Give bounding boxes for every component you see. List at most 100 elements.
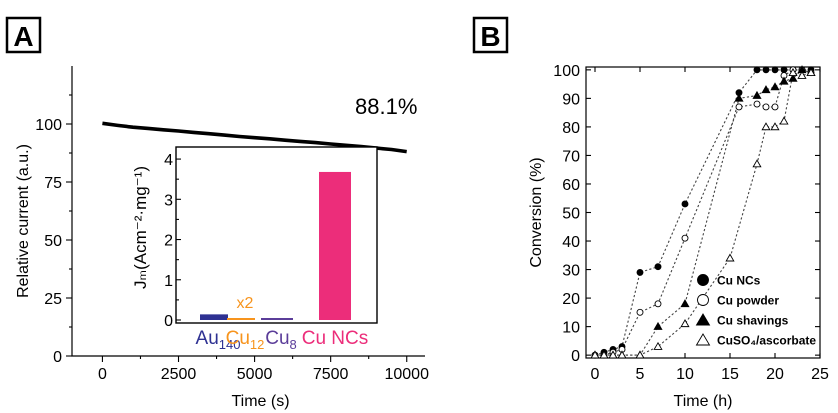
y-tick-label: 70 [562,148,580,165]
data-point [761,122,771,131]
inset-axes: 0 1 2 3 4 [164,152,181,330]
panel-b-series-lines [594,69,812,356]
x-tick-label: 10 [676,366,694,383]
legend-marker [695,313,711,326]
data-point [636,268,644,276]
data-point [779,116,789,125]
x-tick-label: 5000 [237,366,273,383]
series-line [595,69,812,356]
data-point [590,350,600,359]
inset-category-label: Cu12 [226,328,265,352]
data-point [762,103,770,111]
inset-y-tick-label: 1 [164,273,173,290]
data-point [681,234,689,242]
panel-a-chart: 0 25 50 75 100 0 2500 5000 7500 10000 Time (s) Rela… [15,66,429,410]
data-point [770,122,780,131]
inset-y-tick-label: 2 [164,233,173,250]
y-tick-label: 0 [571,348,580,365]
data-point [734,93,744,102]
data-point [599,350,609,359]
panel-a-final-value-label: 88.1% [355,94,417,119]
y-tick-label: 60 [562,177,580,194]
x-tick-label: 5 [636,366,645,383]
data-point [617,350,627,359]
y-axis-title: Conversion (%) [528,157,545,267]
inset-bar [319,171,351,320]
inset-category-label: Au140 [196,328,241,352]
y-tick-label: 50 [44,233,62,250]
data-point [654,300,662,308]
data-point [771,103,779,111]
panel-a-box [5,16,42,54]
data-point [735,103,743,111]
panel-b-box [472,16,509,54]
panel-a-label: A [5,16,42,54]
data-point [653,341,663,350]
inset-category-label: Cu NCs [302,328,369,349]
data-point [636,308,644,316]
data-point [753,66,761,74]
y-tick-label: 75 [44,175,62,192]
data-point [797,70,807,79]
data-point [788,73,798,82]
y-tick-label: 40 [562,234,580,251]
data-point [753,100,761,108]
y-tick-label: 30 [562,263,580,280]
relative-current-line [102,121,407,154]
data-point [770,82,780,91]
y-tick-label: 20 [562,291,580,308]
data-point [771,66,779,74]
data-point [725,253,735,262]
inset-y-tick-label: 0 [164,313,173,330]
data-point [752,90,762,99]
y-tick-label: 10 [562,320,580,337]
legend-label: CuSO₄/ascorbate [717,334,816,348]
data-point [806,67,816,77]
y-tick-label: 100 [553,63,580,80]
data-point [635,350,645,359]
x-tick-label: 0 [591,366,600,383]
y-axis-title: Relative current (a.u.) [15,144,32,298]
inset-bar [227,318,255,320]
y-tick-label: 25 [44,291,62,308]
x-tick-label: 25 [811,366,829,383]
legend-label: Cu powder [717,294,779,308]
legend-marker [695,333,711,346]
x-tick-label: 15 [721,366,739,383]
data-point [680,299,690,308]
inset-scale-annotation: x2 [237,295,254,312]
y-tick-label: 50 [562,206,580,223]
legend-label: Cu NCs [717,274,761,288]
inset-category-label: Cu8 [265,328,297,352]
inset-y-tick-label: 4 [164,152,173,169]
data-point [680,319,690,328]
y-tick-label: 90 [562,91,580,108]
data-point [681,200,689,208]
data-point [761,85,771,94]
inset-bars [200,171,351,320]
series-line [594,69,811,356]
panel-a-letter: A [13,21,33,52]
x-tick-label: 10000 [384,366,429,383]
x-axis-title: Time (h) [674,393,733,410]
legend-marker [697,294,709,306]
panel-b-label: B [472,16,509,54]
data-point [752,159,762,168]
data-point [608,350,618,359]
x-tick-label: 0 [98,366,107,383]
data-point [653,321,663,330]
y-tick-label: 100 [35,117,62,134]
panel-a-axes: 0 25 50 75 100 0 2500 5000 7500 10000 Time (s) Rela… [15,66,429,410]
data-point [654,263,662,271]
panel-b-chart: 0 10 20 30 40 50 60 70 80 90 100 0 5 10 15 20 25 Time (h)… [528,63,829,410]
panel-b-letter: B [480,21,500,52]
data-point [762,66,770,74]
y-tick-label: 80 [562,120,580,137]
data-point [780,66,788,74]
data-point [788,67,798,77]
inset-y-tick-label: 3 [164,192,173,209]
panel-a-series [102,121,407,154]
panel-b-legend: Cu NCs Cu powder Cu shavings CuSO₄/ascorbat… [695,274,816,348]
